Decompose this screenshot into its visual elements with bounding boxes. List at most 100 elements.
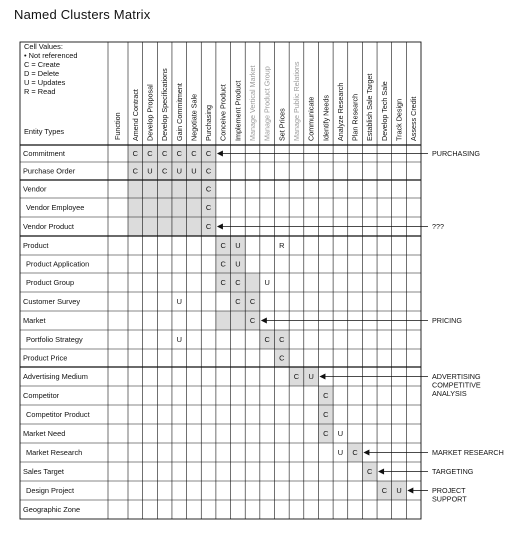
matrix-cell: U: [191, 167, 196, 176]
matrix-cell: U: [338, 448, 343, 457]
legend-heading: Cell Values:: [24, 42, 63, 51]
annotation-label: MARKET RESEARCH: [432, 448, 504, 457]
entity-label: Customer Survey: [23, 297, 80, 306]
entity-label: Vendor: [23, 185, 47, 194]
cluster-annotations: PURCHASING??? PRICING ADVERTISINGCOMPETITI…: [216, 149, 504, 504]
function-header-19: Assess Credit: [409, 97, 418, 141]
matrix-cell: C: [382, 486, 388, 495]
legend: Cell Values: • Not referenced C = Create…: [24, 42, 122, 140]
cluster-pricing-b: [215, 311, 260, 330]
annotation-arrowhead: [319, 373, 326, 380]
matrix-cell: C: [162, 167, 168, 176]
matrix-cell: C: [279, 354, 285, 363]
function-header-12: Communicate: [307, 97, 316, 141]
entity-label: Portfolio Strategy: [26, 335, 83, 344]
page-title: Named Clusters Matrix: [14, 7, 151, 22]
matrix-cell: C: [323, 429, 329, 438]
entity-label: Purchase Order: [23, 167, 76, 176]
matrix-cell: C: [177, 149, 183, 158]
matrix-cell: U: [177, 297, 182, 306]
matrix-cell: U: [265, 278, 270, 287]
matrix-cell: C: [147, 149, 153, 158]
entity-label: Market Need: [23, 429, 65, 438]
entity-rows: Commitment Purchase Order Vendor Vendor Emp…: [23, 149, 90, 514]
cluster-targeting: [362, 462, 378, 481]
matrix-cell: U: [308, 372, 313, 381]
entity-label: Product Price: [23, 354, 67, 363]
matrix-cell: U: [177, 167, 182, 176]
matrix-cell: C: [235, 278, 241, 287]
matrix-cell: C: [133, 149, 139, 158]
entity-label: Market Research: [26, 448, 82, 457]
matrix-cell: C: [206, 149, 212, 158]
function-header-13: Identify Needs: [321, 95, 330, 141]
entity-label: Geographic Zone: [23, 505, 80, 514]
function-header-8: Manage Vertical Market: [248, 65, 257, 141]
matrix-cell: C: [352, 448, 358, 457]
annotation-label: PURCHASING: [432, 149, 480, 158]
function-header-0: Amend Contract: [131, 89, 140, 141]
function-header-6: Conceive Product: [219, 84, 228, 141]
function-header-16: Establish Sale Target: [365, 74, 374, 141]
entity-label: Market: [23, 316, 46, 325]
function-header-15: Plan Research: [351, 94, 360, 141]
entity-label: Vendor Product: [23, 222, 74, 231]
function-header-18: Track Design: [395, 99, 404, 141]
matrix-cell: C: [206, 185, 212, 194]
matrix-cell: C: [133, 167, 139, 176]
annotation-arrowhead: [363, 449, 370, 456]
function-header-4: Negotiate Sale: [189, 94, 198, 141]
matrix-cell: C: [323, 391, 329, 400]
entity-label: Commitment: [23, 149, 65, 158]
annotation-arrowhead: [216, 223, 223, 230]
annotation-label: SUPPORT: [432, 495, 467, 504]
legend-item-create: C = Create: [24, 60, 60, 69]
matrix-cell: C: [206, 222, 212, 231]
matrix-cell: C: [294, 372, 300, 381]
annotation-arrowhead: [407, 487, 414, 494]
function-header-17: Develop Tech Sale: [380, 81, 389, 141]
matrix-cell: C: [221, 278, 227, 287]
annotation-label: TARGETING: [432, 467, 474, 476]
matrix-cell: U: [396, 486, 401, 495]
legend-item-read: R = Read: [24, 87, 55, 96]
annotation-label: ADVERTISING: [432, 372, 481, 381]
function-header-7: Implement Product: [233, 81, 242, 141]
annotation-label: PRICING: [432, 316, 462, 325]
legend-item-delete: D = Delete: [24, 69, 59, 78]
function-headers: Amend Contract Develop Proposal Develop Sp…: [131, 61, 418, 141]
entity-label: Design Project: [26, 486, 74, 495]
function-header: Function: [113, 112, 122, 140]
matrix-cell: C: [162, 149, 168, 158]
entity-label: Vendor Employee: [26, 203, 84, 212]
entity-label: Competitor Product: [26, 410, 90, 419]
function-header-1: Develop Proposal: [145, 84, 154, 141]
entity-label: Product Application: [26, 260, 89, 269]
function-header-5: Purchasing: [204, 105, 213, 141]
cluster-competitive: [318, 386, 334, 443]
matrix-cell: C: [323, 410, 329, 419]
function-header-2: Develop Specifications: [160, 68, 169, 141]
matrix-cell: C: [250, 316, 256, 325]
annotation-arrowhead: [260, 317, 267, 324]
legend-item-updates: U = Updates: [24, 78, 66, 87]
matrix-cell: C: [206, 203, 212, 212]
matrix-frame: [19, 41, 422, 520]
matrix-cell: C: [265, 335, 271, 344]
matrix-cell: C: [191, 149, 197, 158]
function-header-11: Manage Public Relations: [292, 61, 301, 141]
legend-item-not-referenced: • Not referenced: [24, 51, 78, 60]
entity-label: Competitor: [23, 391, 60, 400]
entity-types-header: Entity Types: [24, 127, 64, 136]
function-header-3: Gain Commitment: [175, 83, 184, 141]
annotation-arrowhead: [378, 468, 385, 475]
entity-label: Sales Target: [23, 467, 64, 476]
annotation-label: PROJECT: [432, 486, 466, 495]
annotation-label: ???: [432, 222, 444, 231]
matrix-cell: U: [235, 260, 240, 269]
matrix-cell: U: [235, 241, 240, 250]
matrix-cell: C: [206, 167, 212, 176]
entity-label: Advertising Medium: [23, 372, 88, 381]
